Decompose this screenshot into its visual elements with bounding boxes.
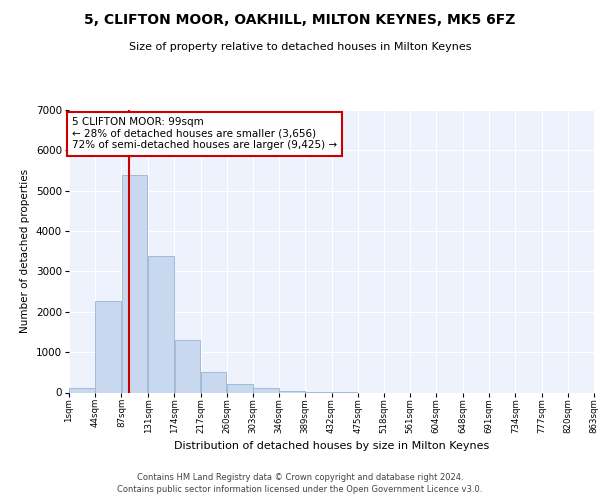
Bar: [95, 301, 121, 392]
Text: 5 CLIFTON MOOR: 99sqm
← 28% of detached houses are smaller (3,656)
72% of semi-d: 5 CLIFTON MOOR: 99sqm ← 28% of detached …: [72, 118, 337, 150]
Y-axis label: Number of detached properties: Number of detached properties: [20, 169, 31, 334]
Bar: [122, 174, 148, 392]
Bar: [227, 384, 253, 392]
Text: Contains HM Land Registry data © Crown copyright and database right 2024.
Contai: Contains HM Land Registry data © Crown c…: [118, 472, 482, 494]
Bar: [175, 340, 200, 392]
Text: 5, CLIFTON MOOR, OAKHILL, MILTON KEYNES, MK5 6FZ: 5, CLIFTON MOOR, OAKHILL, MILTON KEYNES,…: [85, 12, 515, 26]
X-axis label: Distribution of detached houses by size in Milton Keynes: Distribution of detached houses by size …: [174, 442, 489, 452]
Bar: [69, 388, 95, 392]
Text: Size of property relative to detached houses in Milton Keynes: Size of property relative to detached ho…: [129, 42, 471, 52]
Bar: [201, 372, 226, 392]
Bar: [148, 256, 174, 392]
Bar: [253, 388, 279, 392]
